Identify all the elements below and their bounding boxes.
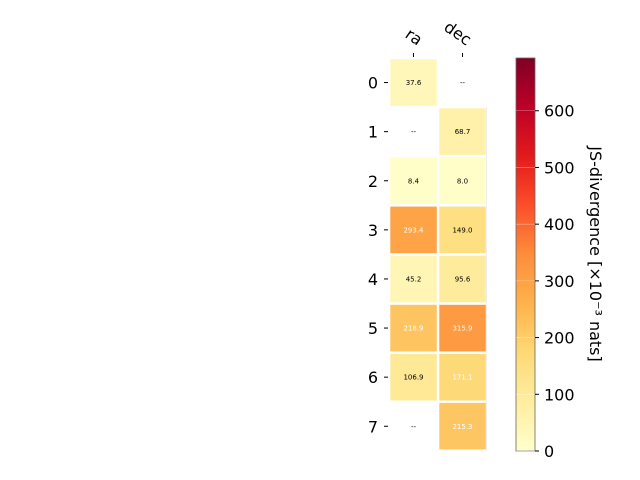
row-label-2: 2 bbox=[368, 172, 378, 191]
col-label-ra: ra bbox=[402, 24, 426, 49]
cell-label-5-ra: 218.9 bbox=[403, 325, 423, 333]
cell-label-6-dec: 171.1 bbox=[452, 374, 472, 382]
cell-label-4-dec: 95.6 bbox=[455, 275, 471, 283]
heatmap-cell-5-ra bbox=[390, 304, 437, 352]
row-label-7: 7 bbox=[368, 417, 378, 436]
heatmap-cell-3-ra bbox=[390, 206, 437, 254]
colorbar-ticks: 0 100 200 300 400 500 600 bbox=[516, 102, 575, 461]
cell-label-0-ra: 37.6 bbox=[406, 79, 422, 87]
cell-label-2-ra: 8.4 bbox=[408, 177, 420, 185]
row-label-4: 4 bbox=[368, 270, 378, 289]
cell-label-3-ra: 293.4 bbox=[403, 226, 424, 234]
heatmap-cell-6-dec bbox=[439, 353, 486, 401]
colorbar-gradient bbox=[515, 57, 536, 452]
colorbar-tick-label-0: 0 bbox=[544, 442, 554, 461]
colorbar-tick-label-600: 600 bbox=[544, 102, 575, 121]
heatmap-cell-5-dec bbox=[439, 304, 486, 352]
heatmap-cell-6-ra bbox=[390, 353, 437, 401]
row-label-1: 1 bbox=[368, 123, 378, 142]
row-label-0: 0 bbox=[368, 74, 378, 93]
cell-label-1-ra: -- bbox=[411, 128, 417, 136]
colorbar-tick-label-500: 500 bbox=[544, 158, 575, 177]
colorbar-label: JS-divergence [×10⁻³ nats] bbox=[586, 145, 605, 361]
cell-label-2-dec: 8.0 bbox=[457, 177, 468, 185]
heatmap-cell-7-dec bbox=[439, 402, 486, 450]
heatmap-cell-4-ra bbox=[390, 255, 437, 303]
colorbar-tick-label-400: 400 bbox=[544, 215, 575, 234]
colorbar-tick-label-200: 200 bbox=[544, 329, 575, 348]
cell-label-7-ra: -- bbox=[411, 423, 417, 431]
row-label-6: 6 bbox=[368, 368, 378, 387]
colorbar-tick-label-300: 300 bbox=[544, 272, 575, 291]
cell-label-1-dec: 68.7 bbox=[455, 128, 471, 136]
cell-label-3-dec: 149.0 bbox=[452, 226, 472, 234]
heatmap-cells: 37.6 -- -- 68.7 8.4 8.0 293.4 149.0 45.2 95.6 218.… bbox=[390, 59, 487, 451]
heatmap-cell-4-dec bbox=[439, 255, 486, 303]
heatmap-cell-2-dec bbox=[439, 157, 486, 204]
row-label-3: 3 bbox=[368, 221, 378, 240]
cell-label-5-dec: 315.9 bbox=[452, 325, 472, 333]
cell-label-4-ra: 45.2 bbox=[406, 275, 422, 283]
heatmap-axes: 0 1 2 3 4 5 6 7 ra dec bbox=[368, 17, 475, 436]
row-label-5: 5 bbox=[368, 319, 378, 338]
colorbar-tick-label-100: 100 bbox=[544, 385, 575, 404]
heatmap-cell-2-ra bbox=[390, 157, 437, 204]
heatmap-cell-3-dec bbox=[439, 206, 486, 254]
cell-label-0-dec: -- bbox=[460, 79, 466, 87]
cell-label-6-ra: 106.9 bbox=[403, 374, 423, 382]
cell-label-7-dec: 215.3 bbox=[452, 423, 472, 431]
col-label-dec: dec bbox=[441, 17, 475, 49]
heatmap-cell-1-dec bbox=[439, 108, 486, 155]
colorbar: 0 100 200 300 400 500 600 JS-divergence [×10⁻³… bbox=[515, 57, 605, 461]
heatmap-cell-0-ra bbox=[390, 59, 437, 106]
